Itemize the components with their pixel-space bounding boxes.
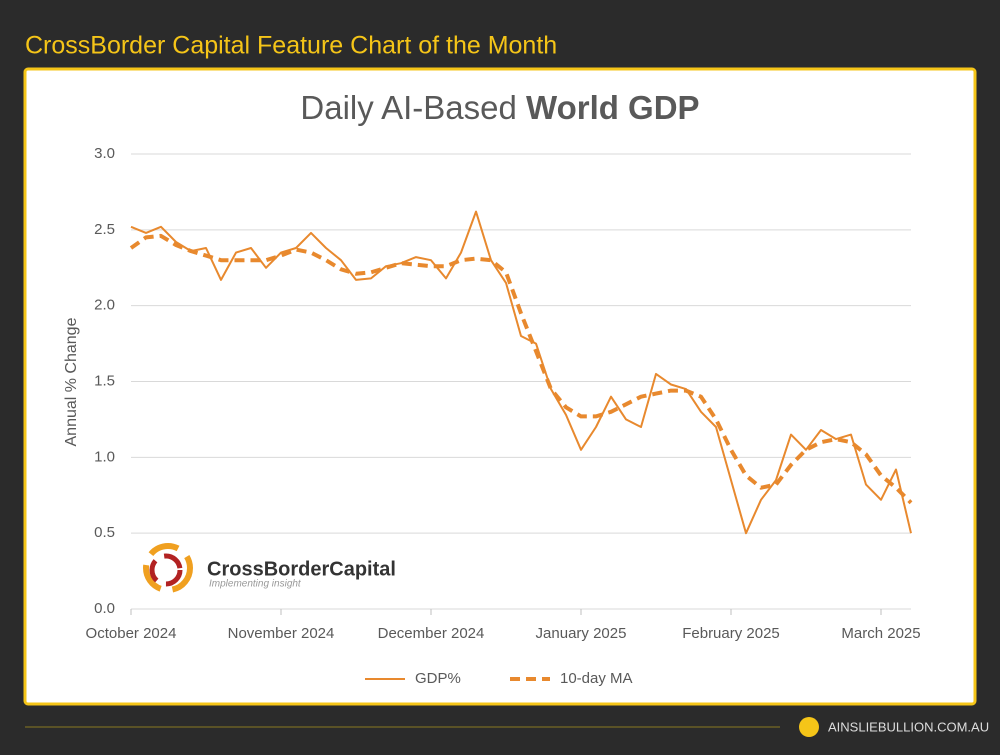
slide-title: CrossBorder Capital Feature Chart of the… [25, 32, 557, 60]
gdp-line [130, 210, 912, 535]
chart: Daily AI-Based World GDP Annual % Change… [63, 89, 920, 687]
x-tick-label: October 2024 [86, 625, 177, 642]
logo-tagline: Implementing insight [209, 579, 302, 590]
ma-line [129, 233, 913, 505]
legend-label: 10-day MA [560, 670, 633, 687]
y-tick-label: 1.0 [94, 448, 115, 465]
x-tick-label: February 2025 [682, 625, 780, 642]
y-axis-label: Annual % Change [63, 317, 80, 446]
chart-title: Daily AI-Based World GDP [300, 89, 699, 126]
y-tick-label: 3.0 [94, 145, 115, 162]
footer-icon [799, 717, 819, 737]
x-tick-label: December 2024 [378, 625, 485, 642]
y-tick-label: 2.5 [94, 221, 115, 238]
y-tick-label: 2.0 [94, 297, 115, 314]
x-tick-label: November 2024 [228, 625, 335, 642]
footer-site: AINSLIEBULLION.COM.AU [828, 719, 989, 734]
y-tick-label: 1.5 [94, 372, 115, 389]
y-tick-label: 0.5 [94, 524, 115, 541]
x-tick-label: January 2025 [536, 625, 627, 642]
y-tick-label: 0.0 [94, 600, 115, 617]
title-bold: World GDP [526, 89, 700, 126]
x-tick-label: March 2025 [841, 625, 920, 642]
logo-name: CrossBorderCapital [207, 558, 396, 580]
legend-label: GDP% [415, 670, 461, 687]
chart-panel [23, 67, 977, 706]
logo-ring [149, 553, 183, 587]
title-light: Daily AI-Based [300, 89, 516, 126]
logo: CrossBorderCapital Implementing insight [143, 543, 396, 593]
logo-ring [143, 543, 193, 593]
